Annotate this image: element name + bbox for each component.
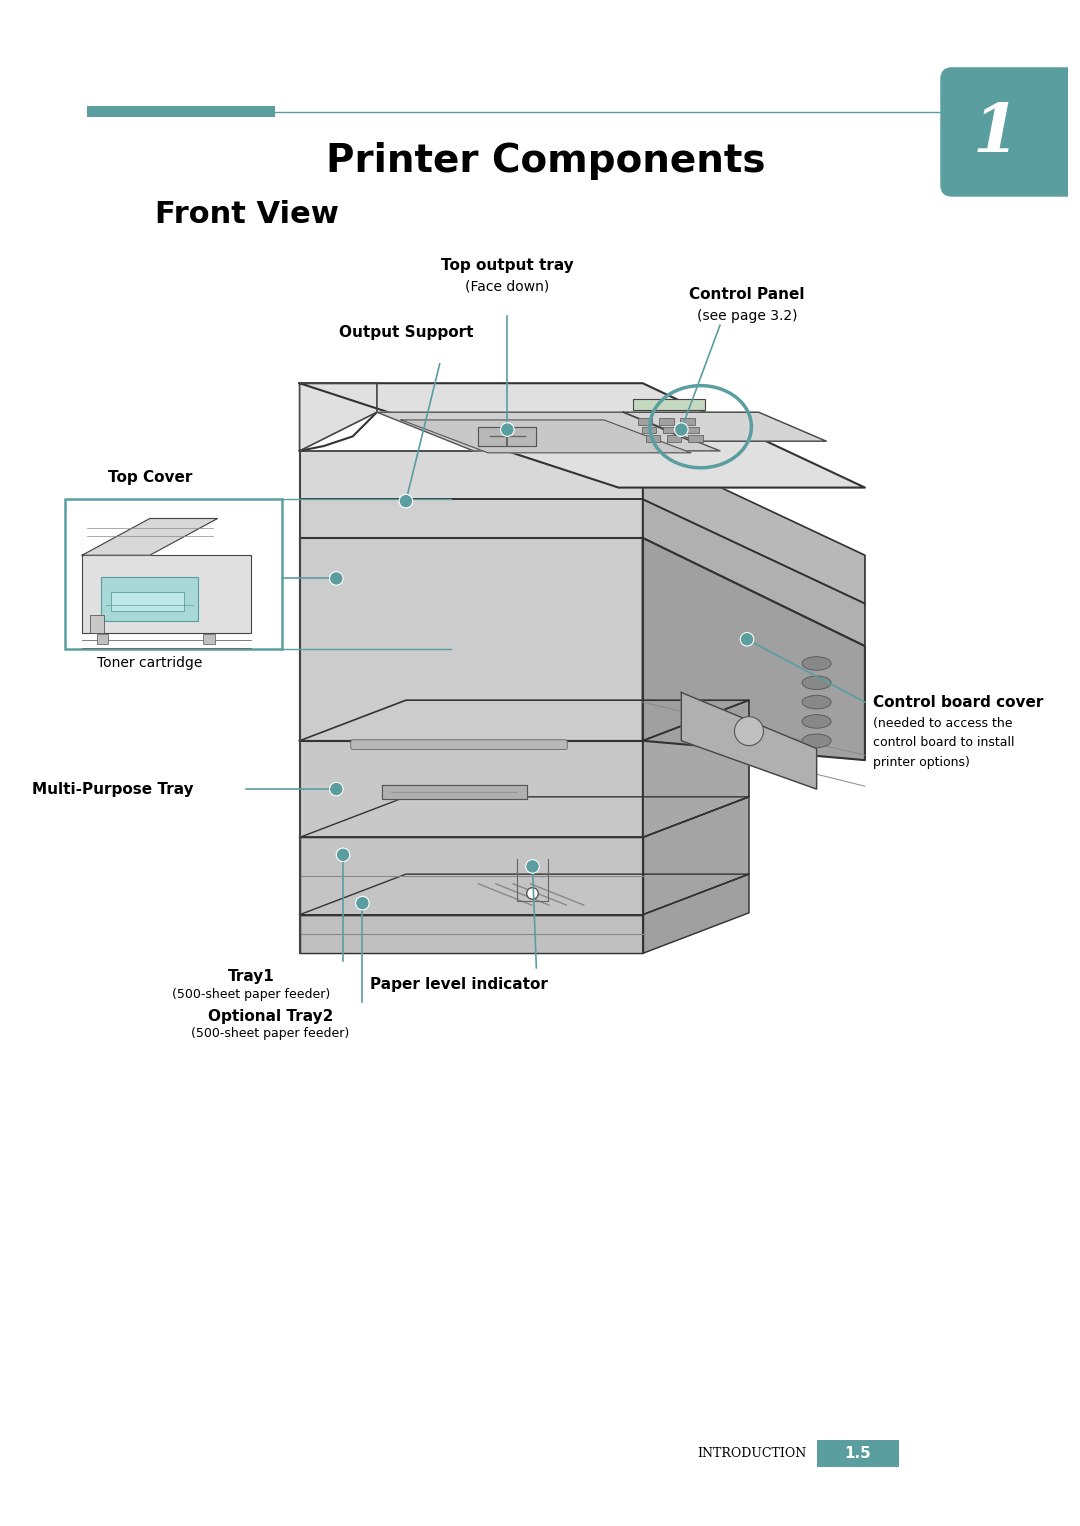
Bar [685,427,699,433]
Polygon shape [643,797,748,914]
Circle shape [675,423,688,436]
Text: control board to install: control board to install [873,736,1014,749]
Polygon shape [299,499,643,537]
Polygon shape [299,537,643,740]
Bar [663,427,677,433]
Text: INTRODUCTION: INTRODUCTION [698,1448,807,1460]
Circle shape [526,859,539,873]
Circle shape [527,888,538,899]
Circle shape [734,717,764,746]
Bar [82,555,252,633]
Text: Paper level indicator: Paper level indicator [370,977,548,992]
Text: (500-sheet paper feeder): (500-sheet paper feeder) [191,1027,350,1041]
Bar [666,435,681,443]
Polygon shape [401,420,691,453]
Polygon shape [643,874,748,954]
Text: printer options): printer options) [873,755,970,769]
Text: (Face down): (Face down) [465,279,550,293]
Polygon shape [299,383,377,450]
Text: 1: 1 [972,101,1018,166]
Bar [203,635,215,644]
Polygon shape [478,427,537,446]
Circle shape [329,783,343,797]
Ellipse shape [802,696,832,710]
Text: Top Cover: Top Cover [108,470,192,485]
Text: Output Support: Output Support [339,325,473,340]
Polygon shape [299,838,643,914]
Bar [642,427,657,433]
Text: Toner cartridge: Toner cartridge [97,656,202,670]
Circle shape [336,848,350,862]
Text: Printer Components: Printer Components [326,142,766,180]
Bar [65,499,282,649]
Circle shape [740,633,754,645]
FancyBboxPatch shape [941,67,1080,197]
Polygon shape [82,519,217,555]
Polygon shape [299,383,865,488]
Ellipse shape [802,714,832,728]
Polygon shape [377,412,720,450]
Bar [638,418,652,424]
Ellipse shape [802,734,832,748]
Bar [633,398,705,410]
Circle shape [400,494,413,508]
Polygon shape [381,786,527,798]
Polygon shape [643,537,865,760]
Text: Tray1: Tray1 [228,969,274,984]
Text: 1.5: 1.5 [843,1447,870,1462]
Text: (needed to access the: (needed to access the [873,717,1012,729]
Polygon shape [681,693,816,789]
Circle shape [329,572,343,584]
Text: Top output tray: Top output tray [441,258,573,273]
Polygon shape [643,450,865,604]
Bar [87,105,275,118]
Polygon shape [299,450,643,499]
Polygon shape [299,700,748,740]
Polygon shape [623,412,826,441]
Bar [680,418,694,424]
Circle shape [527,861,538,873]
Text: Multi-Purpose Tray: Multi-Purpose Tray [31,781,193,797]
Bar [816,1441,899,1468]
Polygon shape [299,914,643,954]
Text: Control board cover: Control board cover [873,694,1043,710]
Text: Optional Tray2: Optional Tray2 [208,1009,334,1024]
Circle shape [355,896,369,909]
Text: Control Panel: Control Panel [689,287,805,302]
Polygon shape [643,700,748,838]
Polygon shape [299,797,748,838]
Bar [688,435,703,443]
FancyBboxPatch shape [351,740,567,749]
Circle shape [501,423,514,436]
Bar [96,635,108,644]
Text: (500-sheet paper feeder): (500-sheet paper feeder) [172,989,330,1001]
Text: Front View: Front View [154,200,338,229]
Polygon shape [299,740,643,838]
Text: (see page 3.2): (see page 3.2) [697,308,797,322]
Polygon shape [299,874,748,914]
Bar [646,435,660,443]
Bar [111,592,184,612]
Ellipse shape [802,676,832,690]
Bar [659,418,674,424]
Bar [90,615,105,633]
Bar [102,577,198,621]
Ellipse shape [802,656,832,670]
Polygon shape [643,499,865,645]
